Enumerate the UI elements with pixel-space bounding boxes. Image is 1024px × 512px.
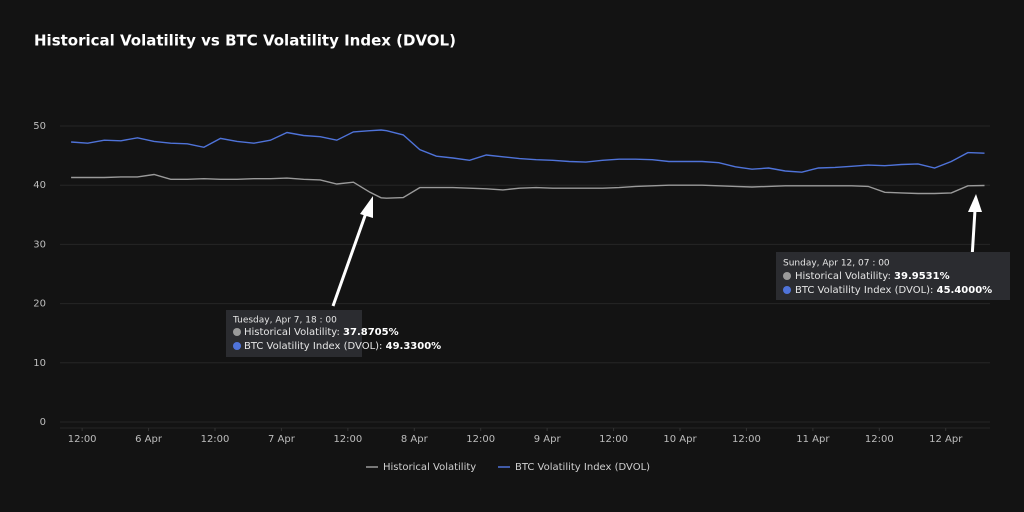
series-line: [71, 129, 985, 173]
x-tick-label: 12:00: [732, 434, 761, 445]
plot-area: 0 10 20 30 40 50 12:00 6 Apr 12:00 7 Apr 12:00 8 Ap…: [33, 121, 990, 473]
tooltip-label: Historical Volatility:: [795, 271, 891, 282]
y-tick-label: 0: [40, 417, 46, 428]
arrow: [970, 209, 977, 259]
chart-title: Historical Volatility vs BTC Volatility …: [34, 32, 456, 50]
tooltip: Sunday, Apr 12, 07 : 00 Historical Volat…: [776, 252, 1010, 300]
series-line: [71, 173, 985, 199]
arrow-head: [968, 194, 982, 212]
tooltip-box: [226, 310, 362, 357]
y-tick-label: 20: [33, 299, 46, 310]
x-tick-label: 12:00: [201, 434, 230, 445]
tooltip-box: [776, 252, 1010, 300]
legend-label: Historical Volatility: [383, 462, 476, 473]
x-tick-label: 12 Apr: [929, 434, 963, 445]
tooltip-label: Historical Volatility: 37.8705%: [244, 327, 399, 338]
x-tick-label: 8 Apr: [401, 434, 429, 445]
y-tick-label: 10: [33, 358, 46, 369]
x-tick-label: 12:00: [68, 434, 97, 445]
tooltip-title: Sunday, Apr 12, 07 : 00: [783, 259, 890, 269]
arrow-head: [360, 196, 373, 218]
tooltip-value: 37.8705%: [343, 327, 399, 338]
tooltip-title: Tuesday, Apr 7, 18 : 00: [232, 316, 337, 326]
tooltip-dot: [233, 328, 241, 336]
tooltip-value: 45.4000%: [937, 285, 993, 296]
y-tick-label: 50: [33, 121, 46, 132]
tooltip-dot: [783, 272, 791, 280]
tooltip: Tuesday, Apr 7, 18 : 00 Historical Volat…: [226, 310, 441, 357]
x-tick-label: 11 Apr: [796, 434, 830, 445]
tooltip-value: 49.3300%: [386, 341, 442, 352]
x-tick-label: 10 Apr: [663, 434, 697, 445]
x-tick-label: 12:00: [466, 434, 495, 445]
y-tick-label: 30: [33, 239, 46, 250]
x-tick-label: 6 Apr: [135, 434, 163, 445]
tooltip-value: 39.9531%: [894, 271, 950, 282]
x-tick-label: 12:00: [333, 434, 362, 445]
tooltip-dot: [233, 342, 241, 350]
tooltip-label: Historical Volatility: 39.9531%: [795, 271, 950, 282]
tooltip-label: BTC Volatility Index (DVOL):: [795, 285, 933, 296]
arrow: [331, 212, 368, 307]
legend-label: BTC Volatility Index (DVOL): [515, 462, 650, 473]
tooltip-label: BTC Volatility Index (DVOL):: [244, 341, 382, 352]
x-tick-label: 12:00: [865, 434, 894, 445]
y-tick-label: 40: [33, 180, 46, 191]
tooltip-label: BTC Volatility Index (DVOL): 45.4000%: [795, 285, 992, 296]
x-tick-label: 12:00: [599, 434, 628, 445]
tooltip-label: BTC Volatility Index (DVOL): 49.3300%: [244, 341, 441, 352]
x-tick-label: 7 Apr: [268, 434, 296, 445]
tooltip-dot: [783, 286, 791, 294]
x-tick-label: 9 Apr: [534, 434, 562, 445]
arrows: [331, 194, 982, 307]
tooltip-label: Historical Volatility:: [244, 327, 340, 338]
